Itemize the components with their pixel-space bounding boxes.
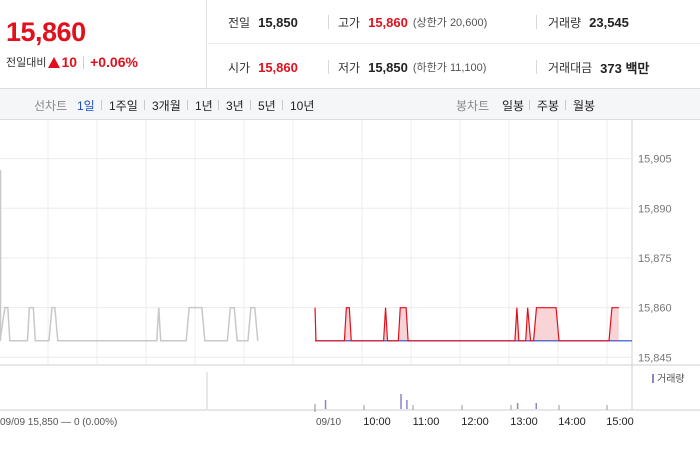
stat-open: 시가 15,860: [228, 45, 298, 89]
tab-1d[interactable]: 1일: [77, 99, 95, 113]
y-tick-label: 15,860: [638, 303, 672, 315]
stats-row-1: 전일 15,850 고가 15,860 (상한가 20,600) 거래량 23,…: [208, 0, 700, 44]
change-row: 전일대비 10 +0.06%: [6, 54, 138, 70]
prev-day-footer: 09/09 15,850 — 0 (0.00%): [0, 417, 117, 428]
current-price-box: 15,860 전일대비 10 +0.06%: [0, 0, 207, 89]
tab-1w[interactable]: 1주일: [109, 99, 138, 113]
x-tick-label: 15:00: [606, 416, 634, 428]
candle-chart-title: 봉차트: [456, 99, 490, 113]
divider: [144, 100, 145, 110]
stat-label: 시가: [228, 60, 251, 75]
tab-monthly[interactable]: 월봉: [573, 99, 596, 113]
stat-high: 고가 15,860 (상한가 20,600): [338, 0, 487, 44]
change-label: 전일대비: [6, 57, 47, 69]
divider: [328, 60, 329, 74]
price-summary: 15,860 전일대비 10 +0.06% 전일 15,850 고가 15,86…: [0, 0, 700, 89]
stats-grid: 전일 15,850 고가 15,860 (상한가 20,600) 거래량 23,…: [208, 0, 700, 89]
stat-value: 15,850: [368, 59, 408, 75]
stat-volume: 거래량 23,545: [548, 0, 629, 44]
stat-value: 373 백만: [600, 60, 650, 76]
tab-5y[interactable]: 5년: [258, 99, 276, 113]
tab-1y[interactable]: 1년: [195, 99, 213, 113]
stat-label: 저가: [338, 60, 361, 75]
stat-label: 거래대금: [548, 60, 593, 75]
divider: [536, 60, 537, 74]
divider: [250, 100, 251, 110]
y-tick-label: 15,890: [638, 203, 672, 215]
tab-daily[interactable]: 일봉: [502, 99, 525, 113]
price-chart-svg: 15,845 15,860 15,875 15,890 15,905 거래량 10:00 11…: [0, 120, 700, 428]
y-tick-label: 15,905: [638, 154, 672, 166]
stat-label: 전일: [228, 15, 251, 30]
divider: [282, 100, 283, 110]
divider: [101, 100, 102, 110]
divider: [565, 100, 566, 110]
prev-day-line: [0, 306, 259, 342]
stat-value: 15,860: [258, 59, 298, 75]
volume-bar: [400, 394, 402, 409]
tab-10y[interactable]: 10년: [290, 99, 315, 113]
tab-3y[interactable]: 3년: [226, 99, 244, 113]
stat-value: 15,860: [368, 14, 408, 30]
stat-label: 고가: [338, 15, 361, 30]
stat-low: 저가 15,850 (하한가 11,100): [338, 45, 486, 89]
volume-bar: [406, 400, 408, 409]
up-area-fill: [315, 307, 619, 341]
divider: [328, 15, 329, 29]
divider: [529, 100, 530, 110]
stat-value: 15,850: [258, 14, 298, 30]
chart-tab-bar: 선차트 1일 1주일 3개월 1년 3년 5년 10년 봉차트 일봉 주봉 월봉: [0, 89, 700, 120]
change-value: 10: [61, 54, 78, 70]
stat-label: 거래량: [548, 15, 582, 30]
stat-lower-limit: (하한가 11,100): [412, 62, 487, 74]
date-label: 09/10: [316, 417, 341, 428]
stats-row-2: 시가 15,860 저가 15,850 (하한가 11,100) 거래대금 37…: [208, 45, 700, 89]
change-divider: [83, 55, 85, 69]
tab-weekly[interactable]: 주봉: [537, 99, 560, 113]
line-chart-title: 선차트: [34, 99, 68, 113]
tab-3m[interactable]: 3개월: [152, 99, 181, 113]
stat-prev-close: 전일 15,850: [228, 0, 298, 44]
y-tick-label: 15,875: [638, 253, 672, 265]
price-chart[interactable]: 15,845 15,860 15,875 15,890 15,905 거래량 10:00 11…: [0, 120, 700, 450]
x-tick-label: 10:00: [363, 416, 391, 428]
volume-bar: [535, 403, 537, 409]
stat-amount: 거래대금 373 백만: [548, 45, 649, 89]
divider: [187, 100, 188, 110]
stat-value: 23,545: [589, 14, 629, 30]
x-tick-label: 13:00: [510, 416, 538, 428]
divider: [218, 100, 219, 110]
stat-upper-limit: (상한가 20,600): [412, 17, 488, 29]
volume-bar: [516, 403, 519, 409]
y-tick-label: 15,845: [638, 352, 672, 364]
divider: [536, 15, 537, 29]
x-tick-label: 14:00: [558, 416, 586, 428]
volume-legend-swatch: [652, 374, 654, 383]
x-tick-label: 12:00: [461, 416, 489, 428]
x-tick-label: 11:00: [413, 416, 440, 428]
change-percent: +0.06%: [90, 54, 138, 70]
volume-legend-label: 거래량: [657, 373, 685, 385]
up-triangle-icon: [48, 56, 61, 68]
today-price-line: [314, 307, 619, 342]
current-price: 15,860: [6, 17, 86, 47]
volume-bar: [324, 400, 327, 409]
